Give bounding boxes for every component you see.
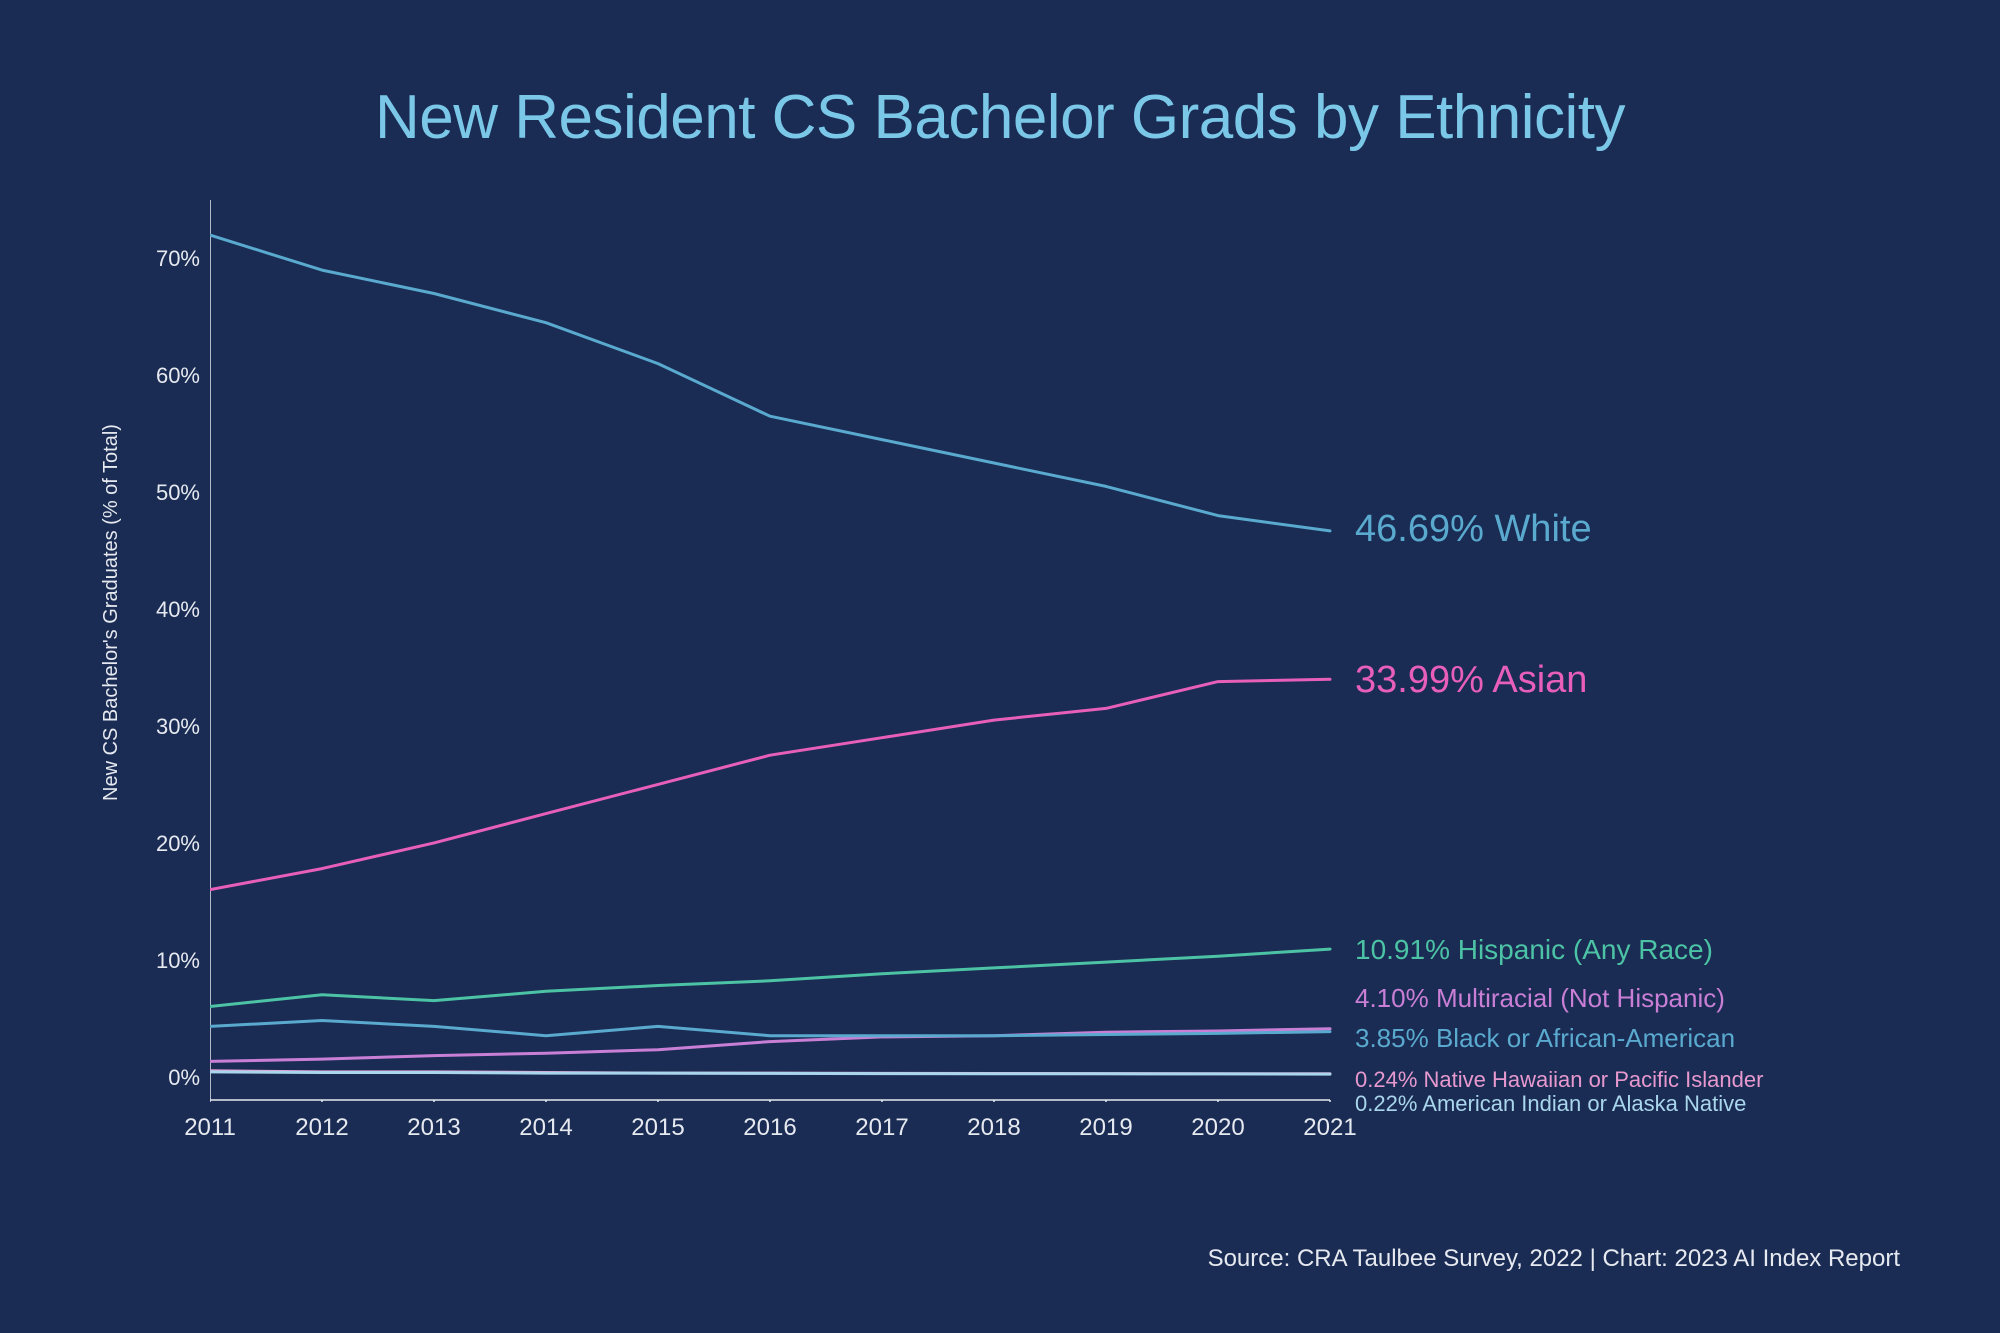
x-tick: 2020 — [1178, 1114, 1258, 1142]
chart-svg — [210, 200, 1332, 1102]
series-label-Black: 3.85% Black or African-American — [1355, 1023, 1735, 1054]
y-tick: 30% — [140, 714, 200, 740]
x-tick: 2012 — [282, 1114, 362, 1142]
series-line-Hispanic — [210, 949, 1330, 1006]
series-label-Multiracial: 4.10% Multiracial (Not Hispanic) — [1355, 983, 1725, 1014]
chart-title: New Resident CS Bachelor Grads by Ethnic… — [0, 82, 2000, 153]
x-tick: 2015 — [618, 1114, 698, 1142]
series-line-Black — [210, 1021, 1330, 1036]
y-tick: 60% — [140, 363, 200, 389]
y-tick: 10% — [140, 948, 200, 974]
x-tick: 2011 — [170, 1114, 250, 1142]
series-label-White: 46.69% White — [1355, 508, 1592, 551]
x-tick: 2021 — [1290, 1114, 1370, 1142]
x-tick: 2013 — [394, 1114, 474, 1142]
series-label-NativeHawaiian: 0.24% Native Hawaiian or Pacific Islande… — [1355, 1067, 1763, 1093]
x-tick: 2018 — [954, 1114, 1034, 1142]
y-tick: 0% — [140, 1065, 200, 1091]
y-tick: 50% — [140, 480, 200, 506]
series-label-AmericanIndian: 0.22% American Indian or Alaska Native — [1355, 1091, 1746, 1117]
y-tick: 70% — [140, 246, 200, 272]
series-label-Hispanic: 10.91% Hispanic (Any Race) — [1355, 934, 1713, 966]
x-tick: 2016 — [730, 1114, 810, 1142]
chart-source: Source: CRA Taulbee Survey, 2022 | Chart… — [1208, 1245, 1900, 1273]
y-axis-label: New CS Bachelor's Graduates (% of Total) — [100, 365, 123, 860]
series-line-Asian — [210, 679, 1330, 889]
x-tick: 2014 — [506, 1114, 586, 1142]
x-tick: 2019 — [1066, 1114, 1146, 1142]
series-line-White — [210, 235, 1330, 531]
y-tick: 20% — [140, 831, 200, 857]
x-tick: 2017 — [842, 1114, 922, 1142]
series-label-Asian: 33.99% Asian — [1355, 659, 1587, 702]
y-tick: 40% — [140, 597, 200, 623]
chart-canvas: New Resident CS Bachelor Grads by Ethnic… — [0, 0, 2000, 1333]
